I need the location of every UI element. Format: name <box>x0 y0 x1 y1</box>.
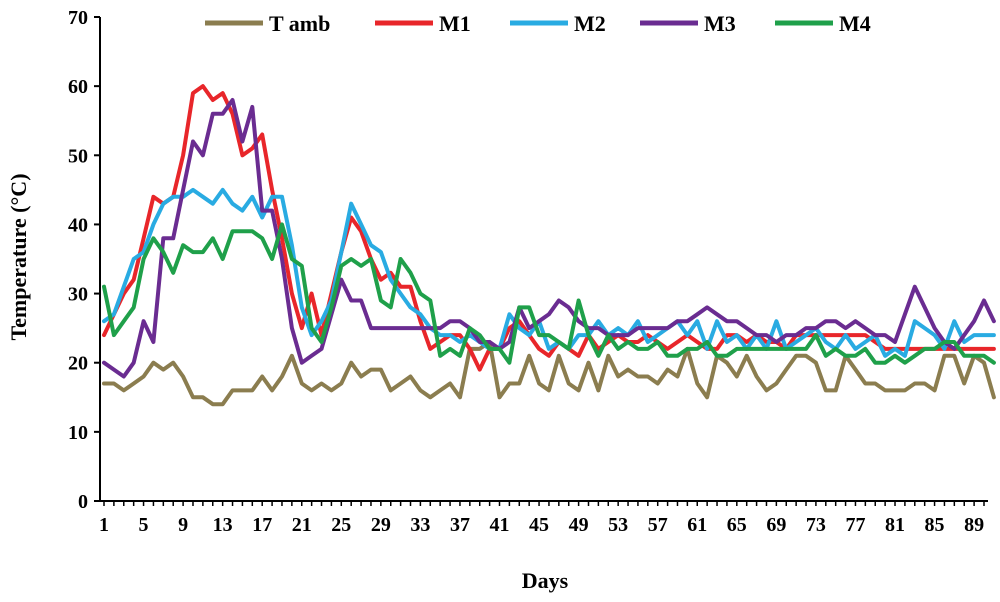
legend-label: T amb <box>269 11 330 36</box>
y-tick-label: 40 <box>68 214 88 236</box>
x-tick-label: 33 <box>410 514 430 536</box>
y-tick-label: 0 <box>78 491 88 513</box>
series-lines <box>102 84 996 407</box>
x-tick-label: 81 <box>885 514 905 536</box>
x-tick-label: 1 <box>99 514 109 536</box>
x-tick-label: 77 <box>845 514 865 536</box>
x-tick-label: 69 <box>766 514 786 536</box>
legend-label: M3 <box>704 11 736 36</box>
x-tick-label: 61 <box>687 514 707 536</box>
x-tick-label: 45 <box>529 514 549 536</box>
x-tick-label: 85 <box>925 514 945 536</box>
x-tick-label: 21 <box>292 514 312 536</box>
series-line-m2 <box>102 187 996 358</box>
x-tick-label: 5 <box>139 514 149 536</box>
y-tick-label: 30 <box>68 284 88 306</box>
legend-label: M1 <box>439 11 471 36</box>
x-tick-label: 57 <box>648 514 668 536</box>
x-tick-label: 49 <box>569 514 589 536</box>
legend: T amb M1 M2 M3 M4 <box>205 11 871 36</box>
x-tick-label: 25 <box>331 514 351 536</box>
x-tick-label: 53 <box>608 514 628 536</box>
y-tick-label: 60 <box>68 76 88 98</box>
y-axis-title: Temperature (°C) <box>6 173 31 340</box>
x-tick-label: 41 <box>490 514 510 536</box>
y-tick-label: 70 <box>68 7 88 29</box>
legend-label: M4 <box>839 11 871 36</box>
x-tick-label: 89 <box>964 514 984 536</box>
series-line-m3 <box>102 98 996 379</box>
y-tick-label: 10 <box>68 422 88 444</box>
legend-label: M2 <box>574 11 606 36</box>
x-tick-label: 17 <box>252 514 272 536</box>
x-tick-label: 29 <box>371 514 391 536</box>
x-tick-label: 65 <box>727 514 747 536</box>
y-tick-label: 50 <box>68 145 88 167</box>
series-line-m4 <box>102 222 996 365</box>
axes: 0 10 20 30 40 50 60 70 1 5 9 13 17 21 25 29 33 37 41 45 49 53… <box>68 7 988 536</box>
x-tick-label: 73 <box>806 514 826 536</box>
x-axis-title: Days <box>522 568 569 593</box>
x-tick-label: 37 <box>450 514 470 536</box>
x-tick-label: 9 <box>178 514 188 536</box>
x-tick-label: 13 <box>213 514 233 536</box>
y-tick-label: 20 <box>68 353 88 375</box>
